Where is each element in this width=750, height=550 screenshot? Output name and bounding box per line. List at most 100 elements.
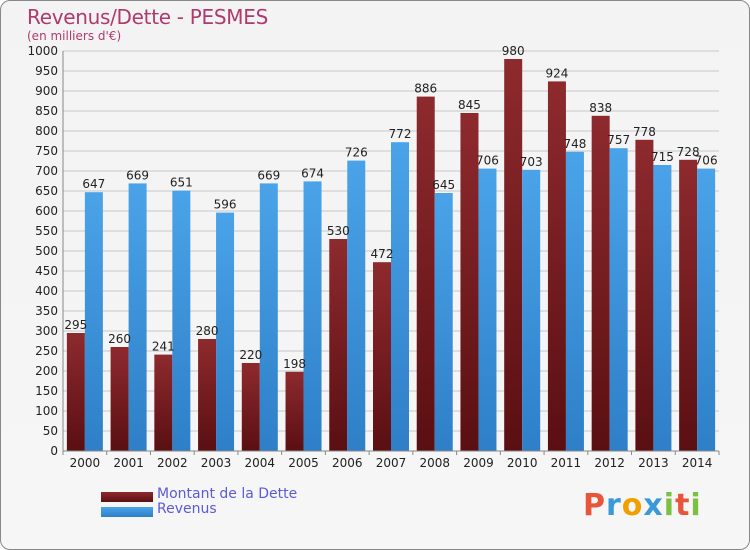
axes: [62, 51, 719, 452]
x-tick-label-2004: 2004: [245, 456, 276, 470]
y-tick-label: 50: [43, 424, 58, 438]
bar-revenue-2000: [84, 192, 103, 451]
chart-title: Revenus/Dette - PESMES: [27, 5, 268, 29]
x-tick-label-2002: 2002: [157, 456, 188, 470]
logo-letter: P: [583, 488, 606, 523]
data-label-revenue-2006: 726: [345, 146, 368, 160]
y-tick-label: 150: [35, 384, 58, 398]
bar-revenue-2001: [128, 183, 147, 451]
data-label-revenue-2010: 703: [520, 155, 543, 169]
x-axis-ticks: 2000 2001 2002 2003 2004 2005 2006 2007 2008 2009…: [62, 451, 720, 470]
y-tick-label: 200: [35, 364, 58, 378]
data-label-debt-2013: 778: [633, 125, 656, 139]
bar-debt-2005: [285, 371, 304, 451]
bar-revenue-2008: [434, 193, 453, 451]
y-tick-label: 850: [35, 104, 58, 118]
data-label-debt-2000: 295: [64, 318, 87, 332]
data-label-revenue-2005: 674: [301, 166, 324, 180]
y-tick-label: 600: [35, 204, 58, 218]
legend-label-debt: Montant de la Dette: [157, 486, 298, 502]
logo-letter: o: [621, 488, 644, 523]
bar-revenue-2012: [609, 148, 628, 451]
data-label-debt-2002: 241: [152, 340, 175, 354]
data-label-debt-2001: 260: [108, 332, 131, 346]
x-tick-label-2000: 2000: [70, 456, 101, 470]
x-tick-label-2010: 2010: [507, 456, 538, 470]
y-tick-label: 400: [35, 284, 58, 298]
chart-subtitle: (en milliers d'€): [27, 29, 122, 43]
bar-debt-2000: [66, 333, 85, 451]
y-tick-label: 100: [35, 404, 58, 418]
y-tick-label: 650: [35, 184, 58, 198]
x-tick-label-2013: 2013: [638, 456, 669, 470]
bar-debt-2007: [373, 262, 391, 451]
bar-revenue-2013: [653, 165, 672, 451]
data-label-debt-2011: 924: [545, 66, 568, 80]
data-label-debt-2007: 472: [371, 247, 394, 261]
y-tick-label: 700: [35, 164, 58, 178]
x-tick-label-2011: 2011: [551, 456, 582, 470]
x-tick-label-2003: 2003: [201, 456, 232, 470]
x-tick-label-2012: 2012: [594, 456, 625, 470]
data-label-revenue-2007: 772: [389, 127, 412, 141]
y-tick-label: 500: [35, 244, 58, 258]
y-tick-label: 900: [35, 84, 58, 98]
bar-debt-2003: [198, 339, 217, 451]
data-label-revenue-2001: 669: [126, 168, 149, 182]
data-label-revenue-2003: 596: [214, 198, 237, 212]
y-tick-label: 800: [35, 124, 58, 138]
bar-revenue-2005: [303, 181, 322, 451]
bar-debt-2001: [110, 347, 129, 451]
y-tick-label: 450: [35, 264, 58, 278]
y-tick-label: 0: [50, 444, 58, 458]
bar-debt-2014: [679, 159, 698, 452]
y-tick-label: 1000: [27, 44, 58, 58]
x-tick-label-2014: 2014: [682, 456, 713, 470]
bar-revenue-2002: [172, 190, 191, 451]
y-tick-label: 550: [35, 224, 58, 238]
y-tick-label: 750: [35, 144, 58, 158]
data-labels: 295 647 260 669 241 651 280 596 220 669 198 674 530 7…: [64, 44, 717, 371]
logo-letter: i: [663, 488, 676, 523]
data-label-debt-2006: 530: [327, 224, 350, 238]
bar-revenue-2007: [391, 142, 409, 451]
bar-debt-2006: [329, 239, 348, 451]
logo-letter: i: [690, 488, 702, 523]
y-axis-ticks: 0 50 100 150 200 250 300 350 400 450 500 550 600 650 7…: [27, 44, 58, 458]
data-label-revenue-2013: 715: [651, 150, 674, 164]
x-tick-label-2009: 2009: [463, 456, 494, 470]
y-tick-label: 300: [35, 324, 58, 338]
x-tick-label-2006: 2006: [332, 456, 363, 470]
bar-revenue-2010: [522, 169, 541, 452]
data-label-debt-2014: 728: [677, 145, 700, 159]
bar-debt-2002: [154, 354, 173, 451]
data-label-revenue-2012: 757: [607, 133, 630, 147]
y-tick-label: 250: [35, 344, 58, 358]
data-label-revenue-2009: 706: [476, 154, 499, 168]
data-label-debt-2009: 845: [458, 98, 481, 112]
data-label-revenue-2000: 647: [82, 177, 105, 191]
legend-label-revenue: Revenus: [157, 501, 217, 517]
bar-revenue-2006: [347, 160, 366, 451]
data-label-revenue-2008: 645: [432, 178, 455, 192]
legend-swatch-revenue: [101, 507, 153, 517]
data-label-revenue-2002: 651: [170, 176, 193, 190]
bar-revenue-2011: [565, 151, 584, 452]
logo-letter: x: [643, 488, 664, 523]
logo-letter: r: [606, 488, 622, 523]
bar-debt-2009: [460, 113, 479, 451]
bar-revenue-2003: [216, 212, 235, 451]
proxiti-logo[interactable]: Proxiti: [583, 488, 702, 523]
x-tick-label-2001: 2001: [113, 456, 144, 470]
bar-debt-2012: [591, 115, 610, 452]
bar-revenue-2009: [478, 168, 497, 451]
data-label-debt-2004: 220: [239, 348, 262, 362]
legend-swatch-debt: [101, 492, 153, 502]
bars: [66, 59, 716, 452]
data-label-debt-2010: 980: [502, 44, 525, 58]
data-label-debt-2005: 198: [283, 357, 306, 371]
data-label-debt-2003: 280: [196, 324, 219, 338]
bar-debt-2008: [416, 96, 435, 451]
